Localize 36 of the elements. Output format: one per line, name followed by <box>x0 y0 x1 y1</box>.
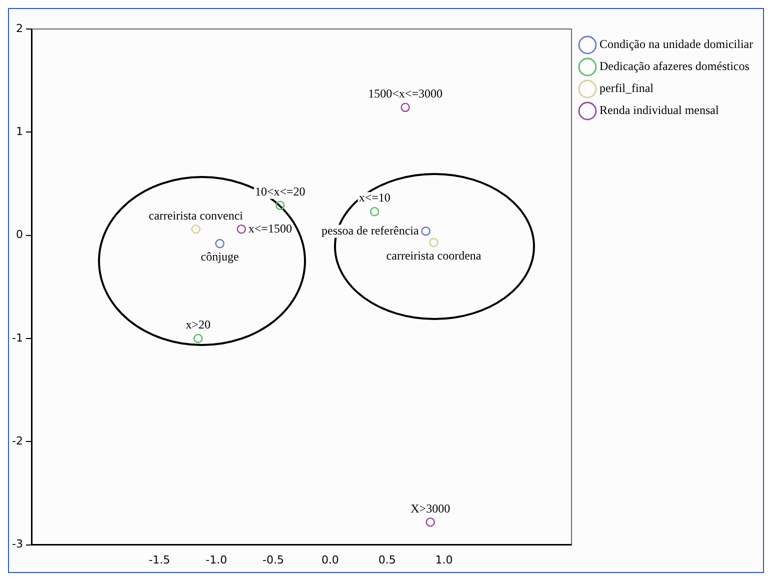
point <box>421 226 430 236</box>
point <box>236 224 246 234</box>
x-tick-label: -1.5 <box>148 553 170 566</box>
annotation: X>3000 <box>410 501 450 516</box>
point <box>400 102 410 112</box>
x-tick-label: 1.0 <box>435 553 453 566</box>
annotation: 10<x<=20 <box>254 184 306 199</box>
y-tick-label: -3 <box>12 538 23 551</box>
annotation: cônjuge <box>200 250 239 264</box>
annotation: carreirista convenci <box>148 208 244 222</box>
point <box>215 238 224 248</box>
y-tick-label: 2 <box>16 22 23 35</box>
y-tick-label: -1 <box>12 331 23 344</box>
annotation: x<=10 <box>358 190 390 205</box>
legend-label: Dedicação afazeres domésticos <box>600 59 750 74</box>
point <box>429 238 438 248</box>
x-tick-label: 0.5 <box>378 553 396 566</box>
annotation: carreirista coordena <box>386 248 482 263</box>
legend-label: Renda individual mensal <box>600 103 720 118</box>
annotation: pessoa de referência <box>322 223 420 238</box>
x-tick-label: -1.0 <box>206 553 228 566</box>
y-tick-label: 1 <box>16 125 23 138</box>
legend-label: perfil_final <box>600 81 654 96</box>
point <box>370 206 380 216</box>
x-tick-label: 0.0 <box>321 553 339 566</box>
annotation: 1500<x<=3000 <box>368 86 442 101</box>
point <box>275 200 285 210</box>
point <box>191 224 201 234</box>
point <box>194 334 203 344</box>
legend-label: Condição na unidade domiciliar <box>600 37 754 52</box>
y-tick-label: 0 <box>16 228 23 242</box>
y-tick-label: -2 <box>12 434 23 448</box>
annotation: x<=1500 <box>248 221 292 236</box>
point <box>426 517 436 527</box>
x-tick-label: -0.5 <box>262 553 284 566</box>
annotation: x>20 <box>186 318 211 332</box>
